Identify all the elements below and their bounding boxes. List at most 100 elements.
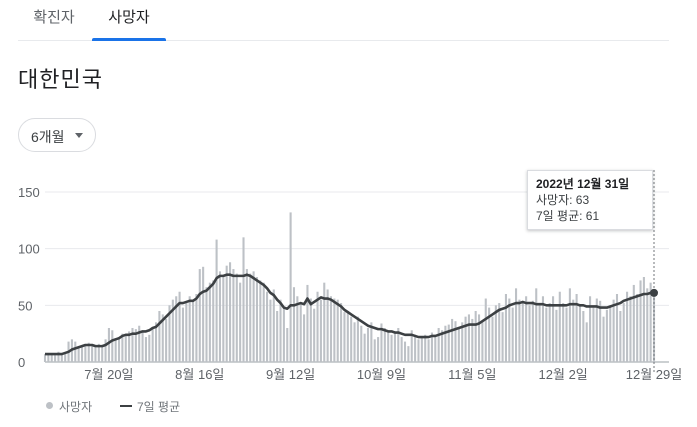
death-bar: [296, 296, 299, 362]
death-bar: [484, 298, 487, 362]
death-bar: [107, 328, 110, 362]
death-bar: [471, 318, 474, 362]
death-bar: [515, 288, 518, 362]
death-bar: [266, 291, 269, 362]
death-bar: [289, 212, 292, 362]
death-bar: [316, 291, 319, 362]
death-bar: [632, 284, 635, 362]
legend-deaths-marker: [46, 402, 53, 409]
death-bar: [259, 280, 262, 362]
death-bar: [356, 316, 359, 362]
death-bar: [541, 296, 545, 362]
seven-day-average-line: [45, 273, 654, 356]
death-bar: [400, 337, 403, 362]
death-bar: [525, 296, 528, 362]
death-bar: [605, 309, 608, 362]
death-bar: [427, 339, 430, 362]
death-bar: [158, 311, 161, 362]
tab-confirmed[interactable]: 확진자: [18, 0, 90, 40]
death-bar: [323, 282, 326, 362]
death-bar: [447, 324, 450, 362]
death-bar: [622, 303, 625, 362]
death-bar: [629, 296, 632, 362]
death-bar: [555, 309, 558, 362]
deaths-chart[interactable]: 0 50 100 150 7월 20일 8월 16일 9월 12일 10월 9일 11월 5일 1…: [0, 170, 697, 394]
death-bar: [138, 325, 141, 362]
death-bar: [340, 303, 343, 362]
death-bar: [444, 325, 447, 362]
death-bar: [518, 299, 521, 362]
death-bar: [282, 307, 285, 362]
death-bar: [626, 291, 629, 362]
death-bar: [336, 299, 339, 362]
death-bar: [558, 291, 561, 362]
death-bar: [578, 305, 582, 362]
time-range-dropdown[interactable]: 6개월: [18, 118, 96, 152]
death-bar: [161, 314, 164, 362]
death-bar: [501, 312, 504, 362]
death-bar: [373, 339, 376, 362]
legend-average-label: 7일 평균: [137, 400, 181, 414]
y-tick-label: 150: [18, 185, 40, 200]
death-bar: [94, 347, 97, 362]
death-bar: [552, 296, 555, 362]
death-bar: [383, 328, 386, 362]
death-bar: [242, 237, 245, 362]
death-bar: [279, 299, 282, 362]
x-tick-label: 11월 5일: [448, 367, 496, 382]
death-bar: [50, 354, 53, 362]
tooltip-deaths: 사망자: 63: [536, 193, 590, 207]
death-bar: [319, 299, 322, 362]
chevron-down-icon: [75, 133, 83, 138]
death-bar: [434, 334, 437, 362]
tooltip-average: 7일 평균: 61: [536, 209, 600, 223]
death-bar: [309, 298, 312, 362]
death-bar: [54, 355, 57, 362]
death-bar: [249, 273, 252, 362]
death-bar: [575, 294, 578, 362]
death-bar: [619, 311, 622, 362]
death-bar: [397, 328, 400, 362]
death-bar: [521, 303, 524, 362]
death-bar: [545, 307, 548, 362]
death-bar: [165, 318, 168, 362]
death-bar: [572, 299, 575, 362]
death-bar: [420, 337, 423, 362]
tab-bar: 확진자 사망자: [18, 0, 669, 41]
death-bar: [185, 303, 188, 362]
death-bar: [144, 337, 147, 362]
death-bar: [148, 334, 151, 362]
death-bar: [188, 296, 191, 362]
death-bar: [198, 269, 201, 362]
death-bar: [208, 282, 211, 362]
death-bar: [410, 330, 413, 362]
death-bar: [97, 343, 100, 362]
death-bar: [417, 339, 420, 362]
death-bar: [430, 332, 433, 362]
death-bar: [104, 339, 107, 362]
death-bar: [286, 328, 289, 362]
death-bar: [215, 239, 218, 362]
death-bar: [343, 312, 346, 362]
death-bar: [494, 305, 497, 362]
death-bar: [47, 352, 50, 362]
death-bar: [481, 321, 484, 362]
death-bar: [235, 273, 238, 362]
death-bar: [612, 299, 615, 362]
death-bar: [528, 305, 531, 362]
tab-deaths[interactable]: 사망자: [92, 0, 166, 41]
death-bar: [77, 348, 80, 362]
death-bar: [272, 289, 275, 362]
death-bar: [636, 294, 639, 362]
y-tick-label: 0: [18, 355, 25, 370]
death-bar: [171, 299, 174, 362]
death-bar: [424, 334, 427, 362]
death-bar: [615, 294, 619, 362]
death-bar: [313, 308, 316, 362]
death-bar: [407, 346, 410, 362]
death-bar: [464, 316, 467, 362]
death-bar: [346, 311, 349, 362]
death-bar: [329, 296, 333, 362]
x-tick-label: 7월 20일: [84, 367, 133, 382]
death-bar: [508, 298, 511, 362]
